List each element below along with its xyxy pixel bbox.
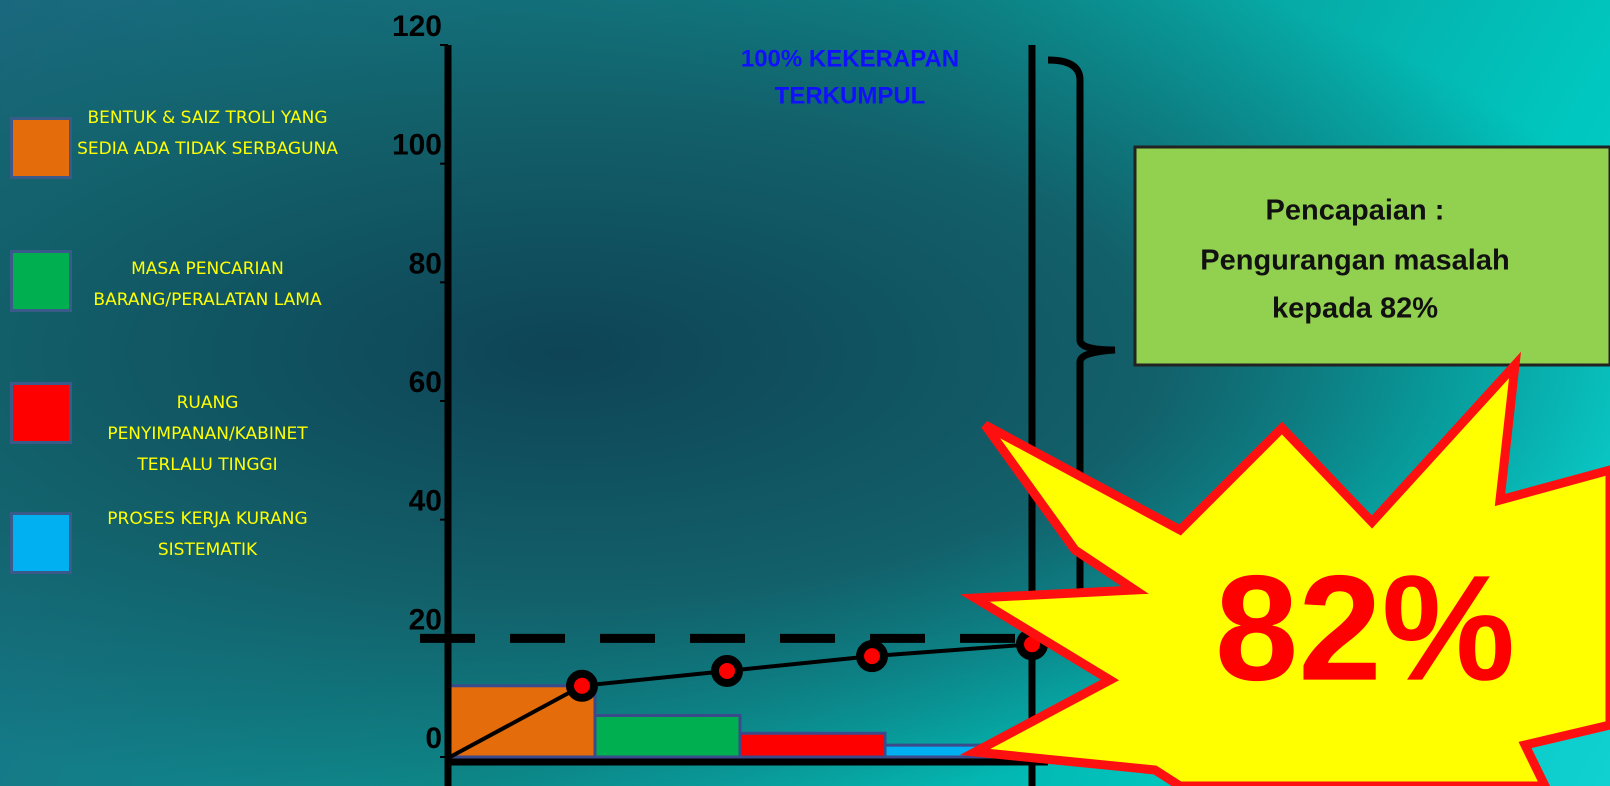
y-tick-label: 20 (409, 603, 442, 636)
legend-swatch (10, 250, 72, 312)
callout-text: kepada 82% (1272, 293, 1438, 325)
y-tick-label: 120 (392, 10, 442, 43)
legend-swatch (10, 382, 72, 444)
y-tick-label: 0 (425, 722, 442, 755)
cumulative-point (711, 654, 743, 687)
bar (738, 731, 887, 759)
legend-swatch (10, 512, 72, 574)
starburst (959, 351, 1610, 786)
y-tick-label: 100 (392, 129, 442, 162)
annotation: TERKUMPUL (775, 82, 926, 109)
legend-label: PROSES KERJA KURANG SISTEMATIK (107, 509, 308, 560)
starburst-text: 82% (1215, 544, 1515, 712)
y-tick-label: 60 (409, 366, 442, 399)
legend-label: RUANG PENYIMPANAN/KABINET TERLALU TINGGI (107, 393, 308, 475)
callout-text: Pengurangan masalah (1200, 245, 1509, 277)
callout-box (1133, 145, 1610, 367)
cumulative-point (566, 669, 598, 702)
y-tick-label: 80 (409, 247, 442, 280)
bar (593, 713, 742, 759)
callout-text: Pencapaian : (1266, 195, 1445, 227)
annotation: 100% KEKERAPAN (741, 45, 959, 72)
legend-label: BENTUK & SAIZ TROLI YANG SEDIA ADA TIDAK… (77, 108, 338, 159)
legend-label: MASA PENCARIAN BARANG/PERALATAN LAMA (93, 259, 322, 310)
cumulative-point (856, 640, 888, 673)
legend-swatch (10, 117, 72, 179)
y-tick-label: 40 (409, 485, 442, 518)
